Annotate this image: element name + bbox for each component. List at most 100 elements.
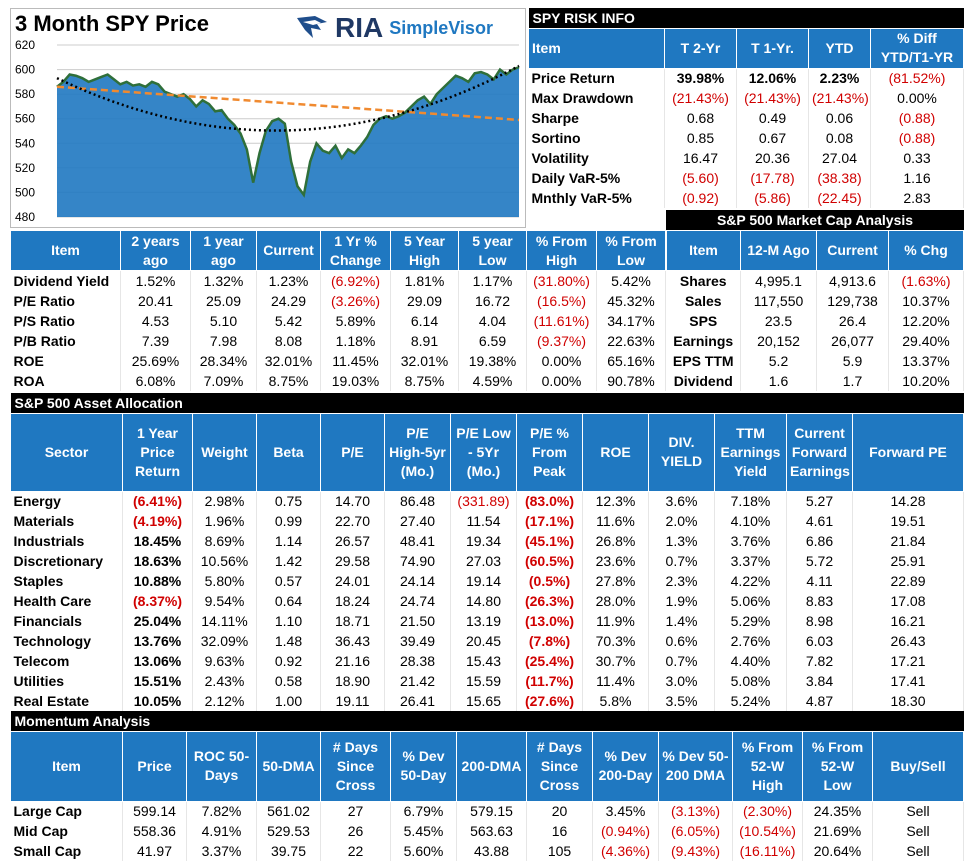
- alloc-cell-weight: 9.54%: [192, 591, 257, 611]
- mcap-row-earnings: Earnings 20,152 26,077 29.40%: [666, 330, 964, 351]
- mom-cell-days-since-cross: 16: [526, 821, 593, 841]
- risk-cell-label: Sortino: [528, 128, 665, 148]
- risk-cell-t-1-yr: (17.78): [736, 168, 809, 188]
- val-header-item: Item: [10, 230, 121, 271]
- alloc-cell-beta: 0.99: [256, 511, 321, 531]
- alloc-cell-label: Industrials: [10, 531, 123, 551]
- mcap-cell-12-m-ago: 117,550: [740, 290, 817, 311]
- alloc-cell-p-e-low-5yr-mo: (331.89): [450, 491, 517, 511]
- risk-row-mnthly-var-5: Mnthly VaR-5% (0.92) (5.86) (22.45) 2.83: [528, 188, 964, 208]
- mom-row-mid-cap: Mid Cap 558.36 4.91% 529.53 26 5.45% 563.63 16(…: [10, 821, 964, 841]
- mcap-cell-current: 4,913.6: [816, 270, 889, 291]
- mom-header-dev-50-200-dma: % Dev 50-200 DMA: [658, 730, 733, 802]
- alloc-cell-forward-pe: 17.21: [852, 651, 964, 671]
- risk-cell-t-2-yr: (5.60): [664, 168, 737, 188]
- alloc-cell-forward-pe: 17.08: [852, 591, 964, 611]
- alloc-cell-p-e-high-5yr-mo: 48.41: [384, 531, 451, 551]
- alloc-cell-p-e-from-peak: (11.7%): [516, 671, 583, 691]
- val-row-roa: ROA 6.08% 7.09% 8.75% 19.03% 8.75% 4.59% 0.00% 9…: [10, 370, 666, 391]
- alloc-cell-label: Financials: [10, 611, 123, 631]
- alloc-cell-p-e-low-5yr-mo: 19.34: [450, 531, 517, 551]
- alloc-cell-beta: 0.92: [256, 651, 321, 671]
- mom-header-from-52-w-low: % From 52-W Low: [802, 730, 873, 802]
- val-cell-from-high: (9.37%): [526, 330, 597, 351]
- mcap-cell-current: 1.7: [816, 370, 889, 391]
- alloc-cell-p-e-low-5yr-mo: 27.03: [450, 551, 517, 571]
- mom-cell-from-52-w-high: (10.54%): [732, 821, 803, 841]
- risk-cell-t-2-yr: 16.47: [664, 148, 737, 168]
- risk-row-max-drawdown: Max Drawdown (21.43%) (21.43%) (21.43%) 0.00…: [528, 88, 964, 108]
- mcap-cell-chg: (1.63%): [888, 270, 964, 291]
- alloc-cell-roe: 26.8%: [582, 531, 649, 551]
- mom-cell-price: 41.97: [122, 841, 187, 861]
- price-area: [57, 67, 519, 217]
- alloc-row-industrials: Industrials 18.45% 8.69% 1.14 26.57 48.41 19.3…: [10, 531, 964, 551]
- alloc-row-real-estate: Real Estate 10.05% 2.12% 1.00 19.11 26.41 15.6…: [10, 691, 964, 711]
- alloc-cell-beta: 1.10: [256, 611, 321, 631]
- mom-cell-50-dma: 39.75: [256, 841, 321, 861]
- val-cell-5-year-low: 4.59%: [458, 370, 527, 391]
- alloc-cell-roe: 12.3%: [582, 491, 649, 511]
- alloc-cell-div-yield: 3.5%: [648, 691, 715, 711]
- val-cell-2-years-ago: 1.52%: [120, 270, 191, 291]
- alloc-cell-forward-pe: 18.30: [852, 691, 964, 711]
- val-cell-label: P/B Ratio: [10, 330, 121, 351]
- eagle-icon: [297, 16, 327, 38]
- alloc-cell-p-e-high-5yr-mo: 24.74: [384, 591, 451, 611]
- mom-header-item: Item: [10, 730, 123, 802]
- alloc-cell-ttm-earnings-yield: 4.40%: [714, 651, 787, 671]
- alloc-cell-p-e-high-5yr-mo: 21.42: [384, 671, 451, 691]
- mom-cell-from-52-w-high: (16.11%): [732, 841, 803, 861]
- alloc-header-sector: Sector: [10, 412, 123, 492]
- risk-cell-diff-ytd-t1-yr: 2.83: [870, 188, 964, 208]
- y-tick-label: 480: [15, 210, 35, 224]
- momentum-table: Momentum Analysis Item Price ROC 50-Days 50…: [10, 711, 964, 861]
- alloc-cell-ttm-earnings-yield: 3.76%: [714, 531, 787, 551]
- alloc-cell-p-e: 24.01: [320, 571, 385, 591]
- val-cell-5-year-low: 6.59: [458, 330, 527, 351]
- val-cell-current: 1.23%: [256, 270, 321, 291]
- mcap-cell-chg: 13.37%: [888, 350, 964, 371]
- val-cell-label: ROA: [10, 370, 121, 391]
- alloc-cell-forward-pe: 19.51: [852, 511, 964, 531]
- risk-cell-t-1-yr: (5.86): [736, 188, 809, 208]
- risk-cell-diff-ytd-t1-yr: (0.88): [870, 108, 964, 128]
- risk-cell-label: Volatility: [528, 148, 665, 168]
- mom-cell-from-52-w-low: 20.64%: [802, 841, 873, 861]
- mom-header-days-since-cross: # Days Since Cross: [526, 730, 593, 802]
- alloc-cell-div-yield: 2.3%: [648, 571, 715, 591]
- risk-header-item: Item: [528, 27, 665, 69]
- alloc-cell-p-e: 18.90: [320, 671, 385, 691]
- alloc-cell-beta: 1.42: [256, 551, 321, 571]
- alloc-cell-div-yield: 0.7%: [648, 551, 715, 571]
- alloc-cell-roe: 30.7%: [582, 651, 649, 671]
- alloc-cell-current-forward-earnings: 7.82: [786, 651, 853, 671]
- alloc-cell-p-e: 22.70: [320, 511, 385, 531]
- risk-cell-diff-ytd-t1-yr: (81.52%): [870, 68, 964, 88]
- mom-cell-dev-50-200-dma: (3.13%): [658, 801, 733, 821]
- alloc-cell-p-e-high-5yr-mo: 24.14: [384, 571, 451, 591]
- risk-cell-ytd: 27.04: [808, 148, 871, 168]
- alloc-cell-beta: 1.00: [256, 691, 321, 711]
- mom-cell-50-dma: 561.02: [256, 801, 321, 821]
- valuation-table: Item 2 years ago 1 year ago Current 1 Yr % C…: [10, 230, 666, 391]
- val-cell-from-high: (31.80%): [526, 270, 597, 291]
- mcap-cell-12-m-ago: 4,995.1: [740, 270, 817, 291]
- val-cell-1-yr-change: (3.26%): [320, 290, 391, 311]
- alloc-cell-roe: 28.0%: [582, 591, 649, 611]
- risk-cell-t-2-yr: 0.68: [664, 108, 737, 128]
- alloc-cell-weight: 14.11%: [192, 611, 257, 631]
- mom-header-dev-200-day: % Dev 200-Day: [592, 730, 659, 802]
- polynomial-trend: [56, 64, 520, 132]
- alloc-cell-weight: 10.56%: [192, 551, 257, 571]
- val-cell-from-high: (16.5%): [526, 290, 597, 311]
- alloc-cell-1-year-price-return: 18.45%: [122, 531, 193, 551]
- alloc-cell-1-year-price-return: (6.41%): [122, 491, 193, 511]
- risk-cell-diff-ytd-t1-yr: (0.88): [870, 128, 964, 148]
- spy-price-chart: 3 Month SPY Price RIA SimpleVisor 620 600…: [10, 8, 526, 228]
- val-cell-5-year-high: 8.75%: [390, 370, 459, 391]
- risk-row-volatility: Volatility 16.47 20.36 27.04 0.33: [528, 148, 964, 168]
- risk-header-ytd: YTD: [808, 27, 871, 69]
- mom-cell-label: Small Cap: [10, 841, 123, 861]
- alloc-row-utilities: Utilities 15.51% 2.43% 0.58 18.90 21.42 15.59(…: [10, 671, 964, 691]
